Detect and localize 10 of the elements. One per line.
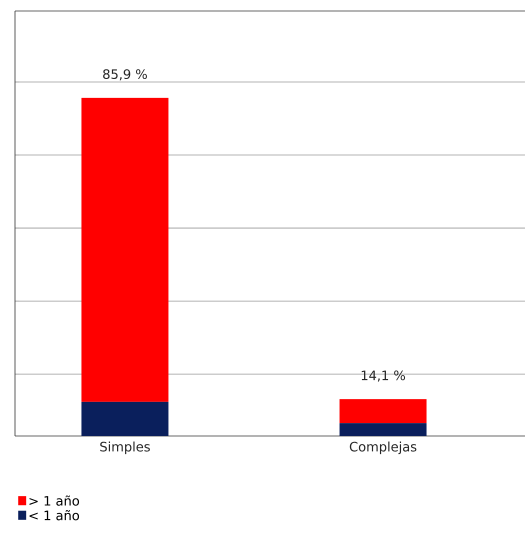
- bar: [81, 402, 168, 436]
- legend-label: < 1 año: [29, 510, 79, 520]
- x-tick-label: Simples: [100, 442, 150, 454]
- bar: [339, 399, 426, 424]
- bar: [81, 98, 168, 402]
- annotation: 85,9 %: [102, 69, 147, 80]
- annotation: 14,1 %: [362, 370, 405, 382]
- legend-label: > 1 año: [29, 495, 79, 506]
- bar: [339, 423, 426, 436]
- x-tick-label: Complejas: [350, 442, 416, 454]
